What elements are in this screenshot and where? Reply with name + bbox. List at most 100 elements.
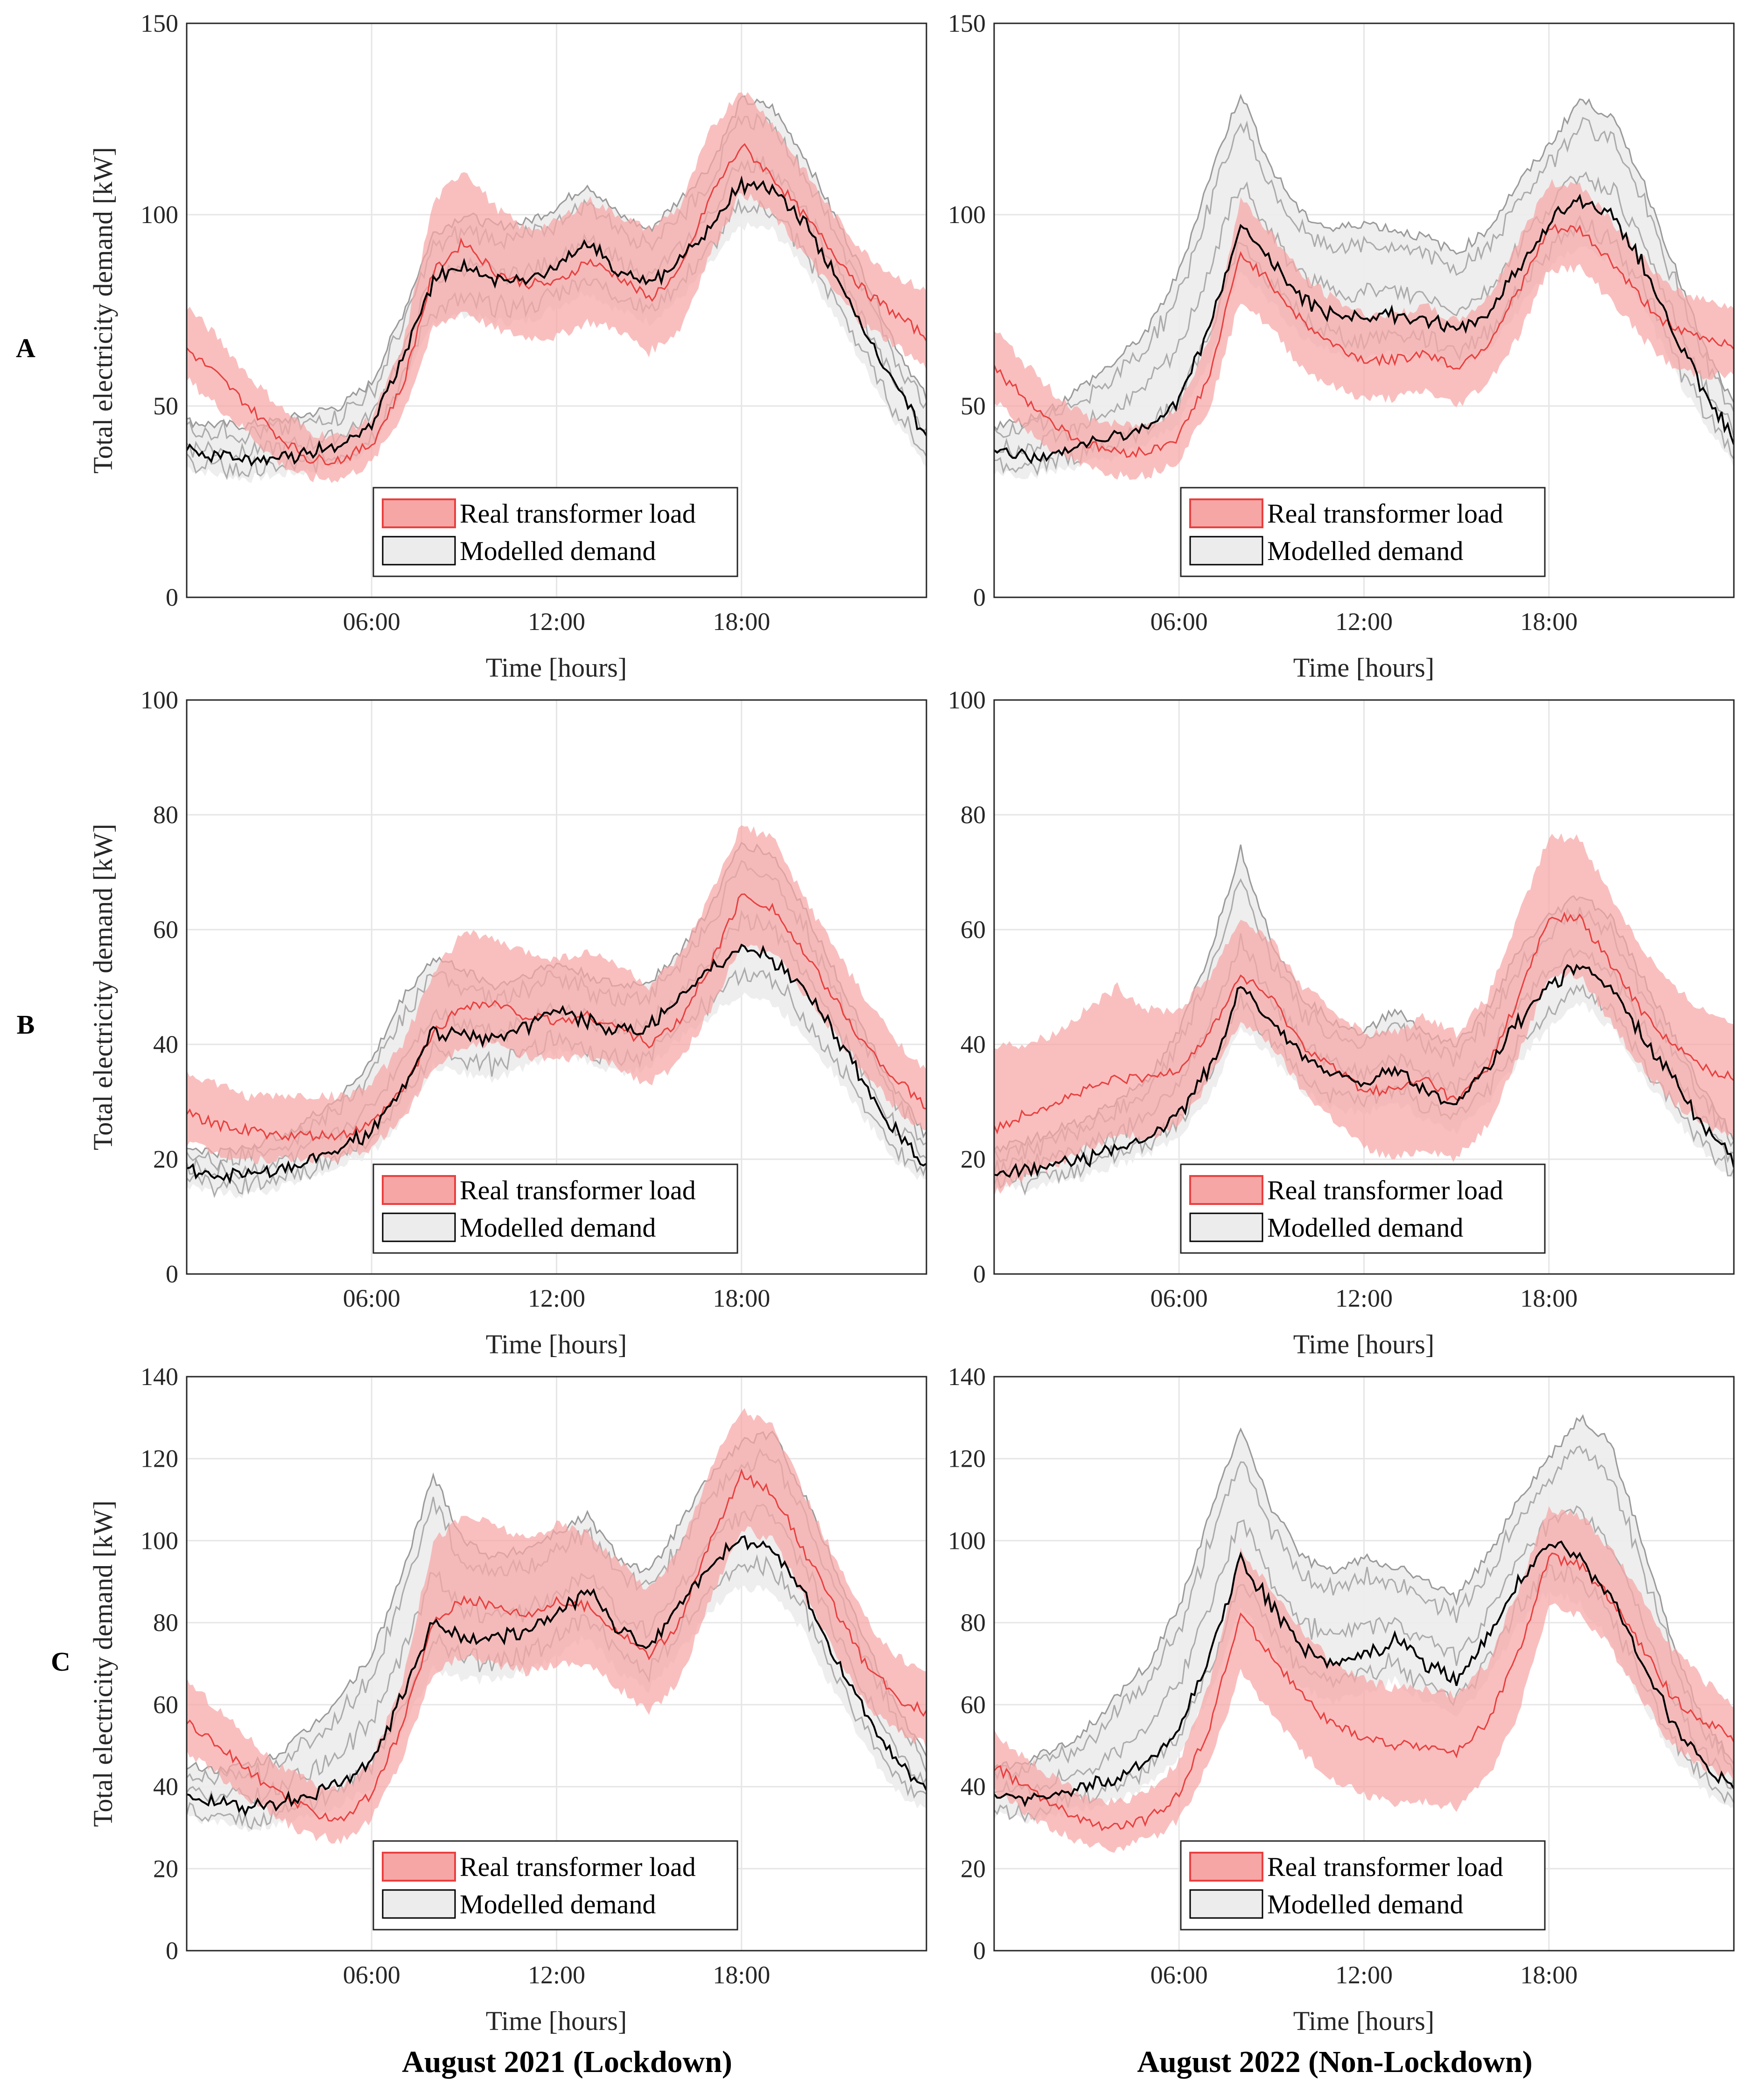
x-axis-label: Time [hours] <box>1293 2006 1434 2036</box>
row-label-c: C <box>51 1646 70 1677</box>
legend-label-real: Real transformer load <box>1267 1852 1503 1882</box>
y-tick-label: 140 <box>948 1363 986 1391</box>
plot-area <box>187 92 926 483</box>
y-tick-label: 100 <box>140 1526 178 1554</box>
legend-label-modelled: Modelled demand <box>1267 1212 1463 1243</box>
x-tick-label: 06:00 <box>343 1961 400 1989</box>
legend-swatch-real <box>382 1852 456 1882</box>
real-transformer-band <box>187 1408 926 1844</box>
y-tick-label: 50 <box>153 392 178 420</box>
y-tick-label: 0 <box>166 1937 178 1965</box>
y-tick-label: 80 <box>153 801 178 829</box>
legend-swatch-real <box>1189 1852 1263 1882</box>
legend-label-real: Real transformer load <box>460 1852 696 1882</box>
real-transformer-line <box>187 1468 926 1822</box>
modelled-demand-upper <box>187 95 926 430</box>
legend-swatch-real <box>382 498 456 528</box>
y-tick-label: 100 <box>948 201 986 229</box>
y-tick-label: 120 <box>948 1445 986 1473</box>
panel-c-2022: 06:00 12:00 18:00 0 20 40 60 80 100 120 140 Time [… <box>948 1363 1735 2036</box>
x-tick-label: 18:00 <box>1520 608 1578 636</box>
real-transformer-line <box>994 1552 1734 1832</box>
y-tick-label: 150 <box>948 9 986 37</box>
x-tick-label: 12:00 <box>528 1284 585 1312</box>
x-tick-label: 12:00 <box>1335 1284 1393 1312</box>
legend: Real transformer load Modelled demand <box>372 1840 738 1931</box>
x-tick-label: 06:00 <box>343 608 400 636</box>
x-axis-label: Time [hours] <box>486 2006 627 2036</box>
real-transformer-line <box>994 224 1734 458</box>
y-tick-label: 150 <box>140 9 178 37</box>
column-label-lockdown: August 2021 (Lockdown) <box>402 2045 732 2079</box>
x-tick-label: 18:00 <box>1520 1961 1578 1989</box>
plot-area <box>187 825 926 1199</box>
real-transformer-band <box>994 1506 1734 1853</box>
legend: Real transformer load Modelled demand <box>1180 1163 1546 1254</box>
axes-box <box>993 699 1735 1275</box>
y-tick-label: 100 <box>140 686 178 714</box>
legend-label-modelled: Modelled demand <box>1267 536 1463 566</box>
legend-swatch-modelled <box>382 1212 456 1242</box>
legend-swatch-real <box>1189 1175 1263 1205</box>
legend: Real transformer load Modelled demand <box>1180 487 1546 577</box>
modelled-demand-line <box>994 1540 1734 1807</box>
y-tick-label: 50 <box>961 392 986 420</box>
legend-swatch-real <box>382 1175 456 1205</box>
y-axis-label: Total electricity demand [kW] <box>88 824 118 1150</box>
panel-b-2021: 06:00 12:00 18:00 0 20 40 60 80 100 Time [hours]… <box>88 686 927 1359</box>
y-tick-label: 60 <box>961 1691 986 1719</box>
y-tick-label: 40 <box>961 1030 986 1058</box>
panel-a-2022: 06:00 12:00 18:00 0 50 100 150 Time [hours] Re… <box>948 9 1735 683</box>
y-axis-label: Total electricity demand [kW] <box>88 1500 118 1827</box>
plot-area <box>994 833 1734 1197</box>
x-tick-label: 06:00 <box>1150 1284 1208 1312</box>
real-transformer-line <box>187 143 926 466</box>
y-tick-label: 20 <box>961 1145 986 1173</box>
real-transformer-line <box>187 893 926 1141</box>
x-axis-label: Time [hours] <box>486 652 627 683</box>
legend-label-real: Real transformer load <box>1267 1175 1503 1205</box>
y-axis-label: Total electricity demand [kW] <box>88 147 118 474</box>
y-tick-label: 0 <box>973 1260 986 1288</box>
modelled-demand-trace <box>994 1445 1734 1781</box>
x-axis-label: Time [hours] <box>1293 1329 1434 1359</box>
tick-labels: 06:00 12:00 18:00 0 20 40 60 80 100 120 140 <box>948 1363 1578 1989</box>
x-tick-label: 12:00 <box>528 1961 585 1989</box>
tick-labels: 06:00 12:00 18:00 0 50 100 150 <box>948 9 1578 636</box>
legend-label-real: Real transformer load <box>460 1175 696 1205</box>
x-tick-label: 18:00 <box>713 608 770 636</box>
plot-area <box>994 1414 1734 1853</box>
x-tick-label: 12:00 <box>528 608 585 636</box>
y-tick-label: 40 <box>961 1773 986 1801</box>
modelled-demand-line <box>187 944 926 1185</box>
legend-swatch-real <box>1189 498 1263 528</box>
modelled-demand-line <box>994 193 1734 464</box>
x-tick-label: 18:00 <box>1520 1284 1578 1312</box>
axes-box <box>186 1376 927 1952</box>
y-tick-label: 0 <box>166 1260 178 1288</box>
panel-b-2022: 06:00 12:00 18:00 0 20 40 60 80 100 Time [hours]… <box>948 686 1735 1359</box>
x-tick-label: 12:00 <box>1335 1961 1393 1989</box>
y-tick-label: 80 <box>961 1609 986 1637</box>
tick-labels: 06:00 12:00 18:00 0 20 40 60 80 100 120 140 <box>140 1363 770 1989</box>
plot-area <box>994 93 1734 480</box>
real-transformer-band <box>187 825 926 1164</box>
y-tick-label: 40 <box>153 1030 178 1058</box>
axes-box <box>186 22 927 598</box>
legend-swatch-modelled <box>1189 536 1263 566</box>
legend-label-modelled: Modelled demand <box>1267 1889 1463 1919</box>
y-tick-label: 20 <box>961 1855 986 1883</box>
x-tick-label: 06:00 <box>1150 608 1208 636</box>
column-label-non-lockdown: August 2022 (Non-Lockdown) <box>1137 2045 1532 2079</box>
plot-area <box>187 1408 926 1844</box>
legend: Real transformer load Modelled demand <box>1180 1840 1546 1931</box>
legend: Real transformer load Modelled demand <box>372 1163 738 1254</box>
legend-label-real: Real transformer load <box>460 498 696 529</box>
panel-c-2021: 06:00 12:00 18:00 0 20 40 60 80 100 120 140 Time [… <box>88 1363 927 2036</box>
row-label-a: A <box>16 333 35 363</box>
modelled-demand-trace <box>994 117 1734 438</box>
y-tick-label: 140 <box>140 1363 178 1391</box>
x-tick-label: 06:00 <box>343 1284 400 1312</box>
legend: Real transformer load Modelled demand <box>372 487 738 577</box>
legend-label-real: Real transformer load <box>1267 498 1503 529</box>
